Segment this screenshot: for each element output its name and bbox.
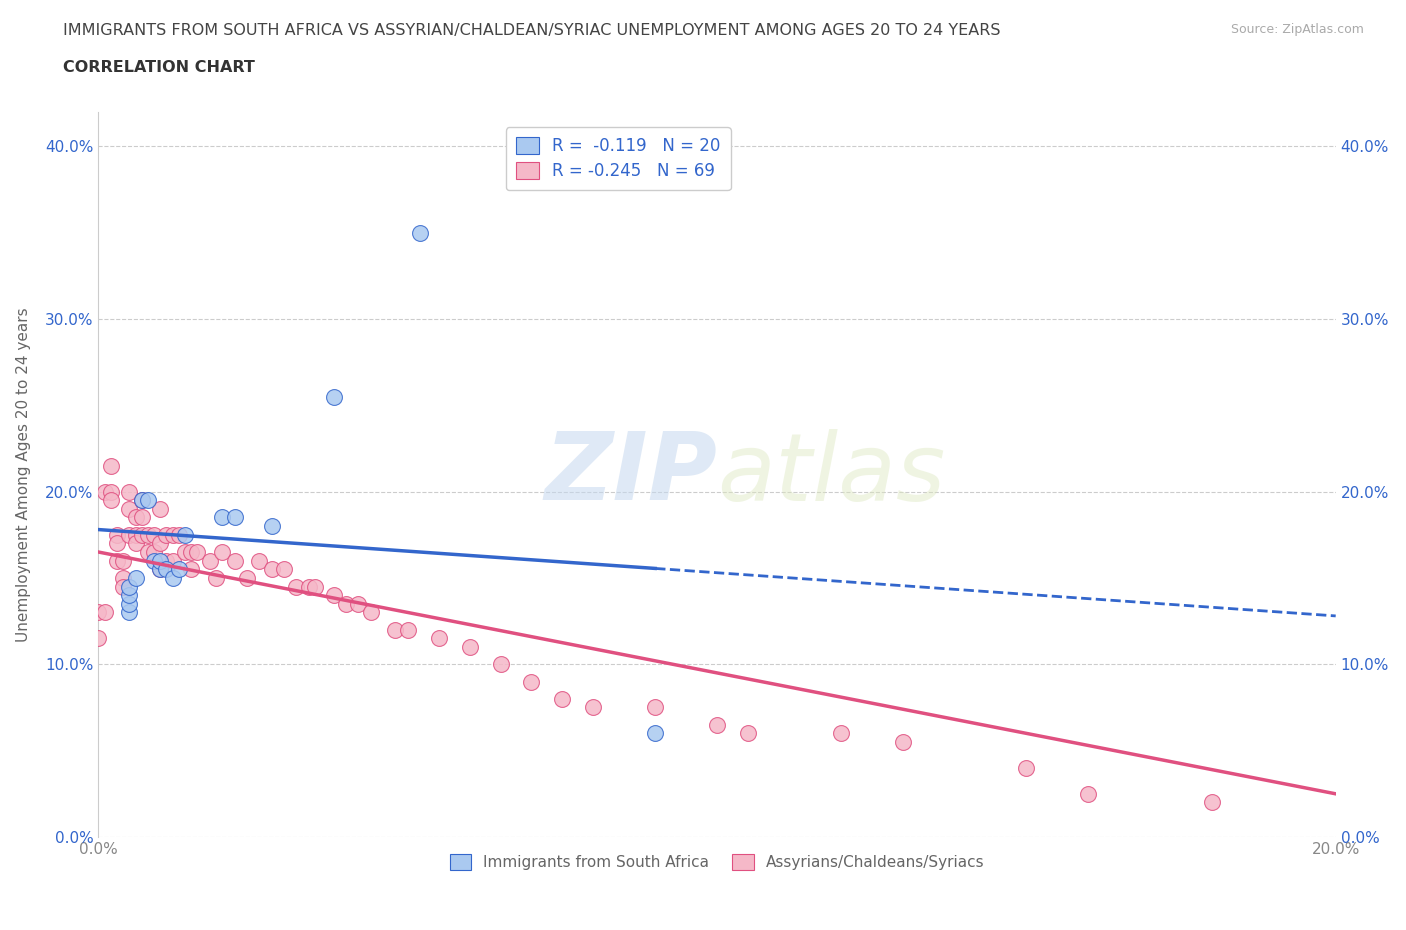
Point <box>260 519 283 534</box>
Point <box>1077 787 1099 802</box>
Point <box>124 510 146 525</box>
Point <box>118 579 141 594</box>
Point <box>298 579 321 594</box>
Point <box>87 605 110 620</box>
Point <box>644 726 666 741</box>
Point <box>167 527 190 542</box>
Point <box>706 717 728 732</box>
Point <box>112 579 135 594</box>
Point <box>124 536 146 551</box>
Point <box>458 640 481 655</box>
Point <box>322 389 344 404</box>
Text: CORRELATION CHART: CORRELATION CHART <box>63 60 254 75</box>
Point <box>360 605 382 620</box>
Point <box>162 553 184 568</box>
Point <box>136 493 159 508</box>
Point <box>1015 761 1038 776</box>
Point <box>582 700 605 715</box>
Point <box>124 570 146 585</box>
Point <box>162 570 184 585</box>
Point <box>224 553 246 568</box>
Point <box>155 562 177 577</box>
Point <box>174 527 197 542</box>
Point <box>322 588 344 603</box>
Point <box>112 553 135 568</box>
Point <box>105 553 128 568</box>
Point <box>112 570 135 585</box>
Point <box>198 553 221 568</box>
Point <box>180 545 202 560</box>
Point <box>520 674 543 689</box>
Point <box>149 562 172 577</box>
Point <box>149 501 172 516</box>
Point <box>335 596 357 611</box>
Point <box>149 553 172 568</box>
Point <box>409 225 432 240</box>
Point <box>87 631 110 645</box>
Point <box>1201 795 1223 810</box>
Point <box>131 527 153 542</box>
Point <box>830 726 852 741</box>
Point <box>236 570 259 585</box>
Point <box>285 579 308 594</box>
Point <box>489 657 512 671</box>
Point <box>100 458 122 473</box>
Point <box>118 485 141 499</box>
Point <box>260 562 283 577</box>
Point <box>105 536 128 551</box>
Text: ZIP: ZIP <box>544 429 717 520</box>
Legend: Immigrants from South Africa, Assyrians/Chaldeans/Syriacs: Immigrants from South Africa, Assyrians/… <box>443 848 991 876</box>
Y-axis label: Unemployment Among Ages 20 to 24 years: Unemployment Among Ages 20 to 24 years <box>17 307 31 642</box>
Text: Source: ZipAtlas.com: Source: ZipAtlas.com <box>1230 23 1364 36</box>
Point <box>124 527 146 542</box>
Point <box>211 510 233 525</box>
Point <box>644 700 666 715</box>
Point <box>118 605 141 620</box>
Point <box>304 579 326 594</box>
Point <box>180 562 202 577</box>
Point <box>118 596 141 611</box>
Point <box>155 553 177 568</box>
Point <box>384 622 406 637</box>
Point <box>131 510 153 525</box>
Point <box>347 596 370 611</box>
Text: IMMIGRANTS FROM SOUTH AFRICA VS ASSYRIAN/CHALDEAN/SYRIAC UNEMPLOYMENT AMONG AGES: IMMIGRANTS FROM SOUTH AFRICA VS ASSYRIAN… <box>63 23 1001 38</box>
Point <box>155 527 177 542</box>
Point <box>118 588 141 603</box>
Point <box>105 527 128 542</box>
Point <box>143 527 166 542</box>
Point <box>93 485 115 499</box>
Point <box>737 726 759 741</box>
Point <box>93 605 115 620</box>
Point <box>211 545 233 560</box>
Text: atlas: atlas <box>717 429 945 520</box>
Point <box>118 527 141 542</box>
Point <box>143 545 166 560</box>
Point <box>136 545 159 560</box>
Point <box>149 536 172 551</box>
Point <box>427 631 450 645</box>
Point <box>131 493 153 508</box>
Point <box>100 485 122 499</box>
Point <box>891 735 914 750</box>
Point <box>273 562 295 577</box>
Point <box>136 527 159 542</box>
Point <box>149 562 172 577</box>
Point <box>551 691 574 706</box>
Point <box>118 501 141 516</box>
Point <box>162 527 184 542</box>
Point <box>205 570 228 585</box>
Point <box>167 562 190 577</box>
Point <box>186 545 208 560</box>
Point <box>247 553 270 568</box>
Point <box>224 510 246 525</box>
Point <box>131 493 153 508</box>
Point <box>143 553 166 568</box>
Point <box>396 622 419 637</box>
Point <box>174 545 197 560</box>
Point <box>100 493 122 508</box>
